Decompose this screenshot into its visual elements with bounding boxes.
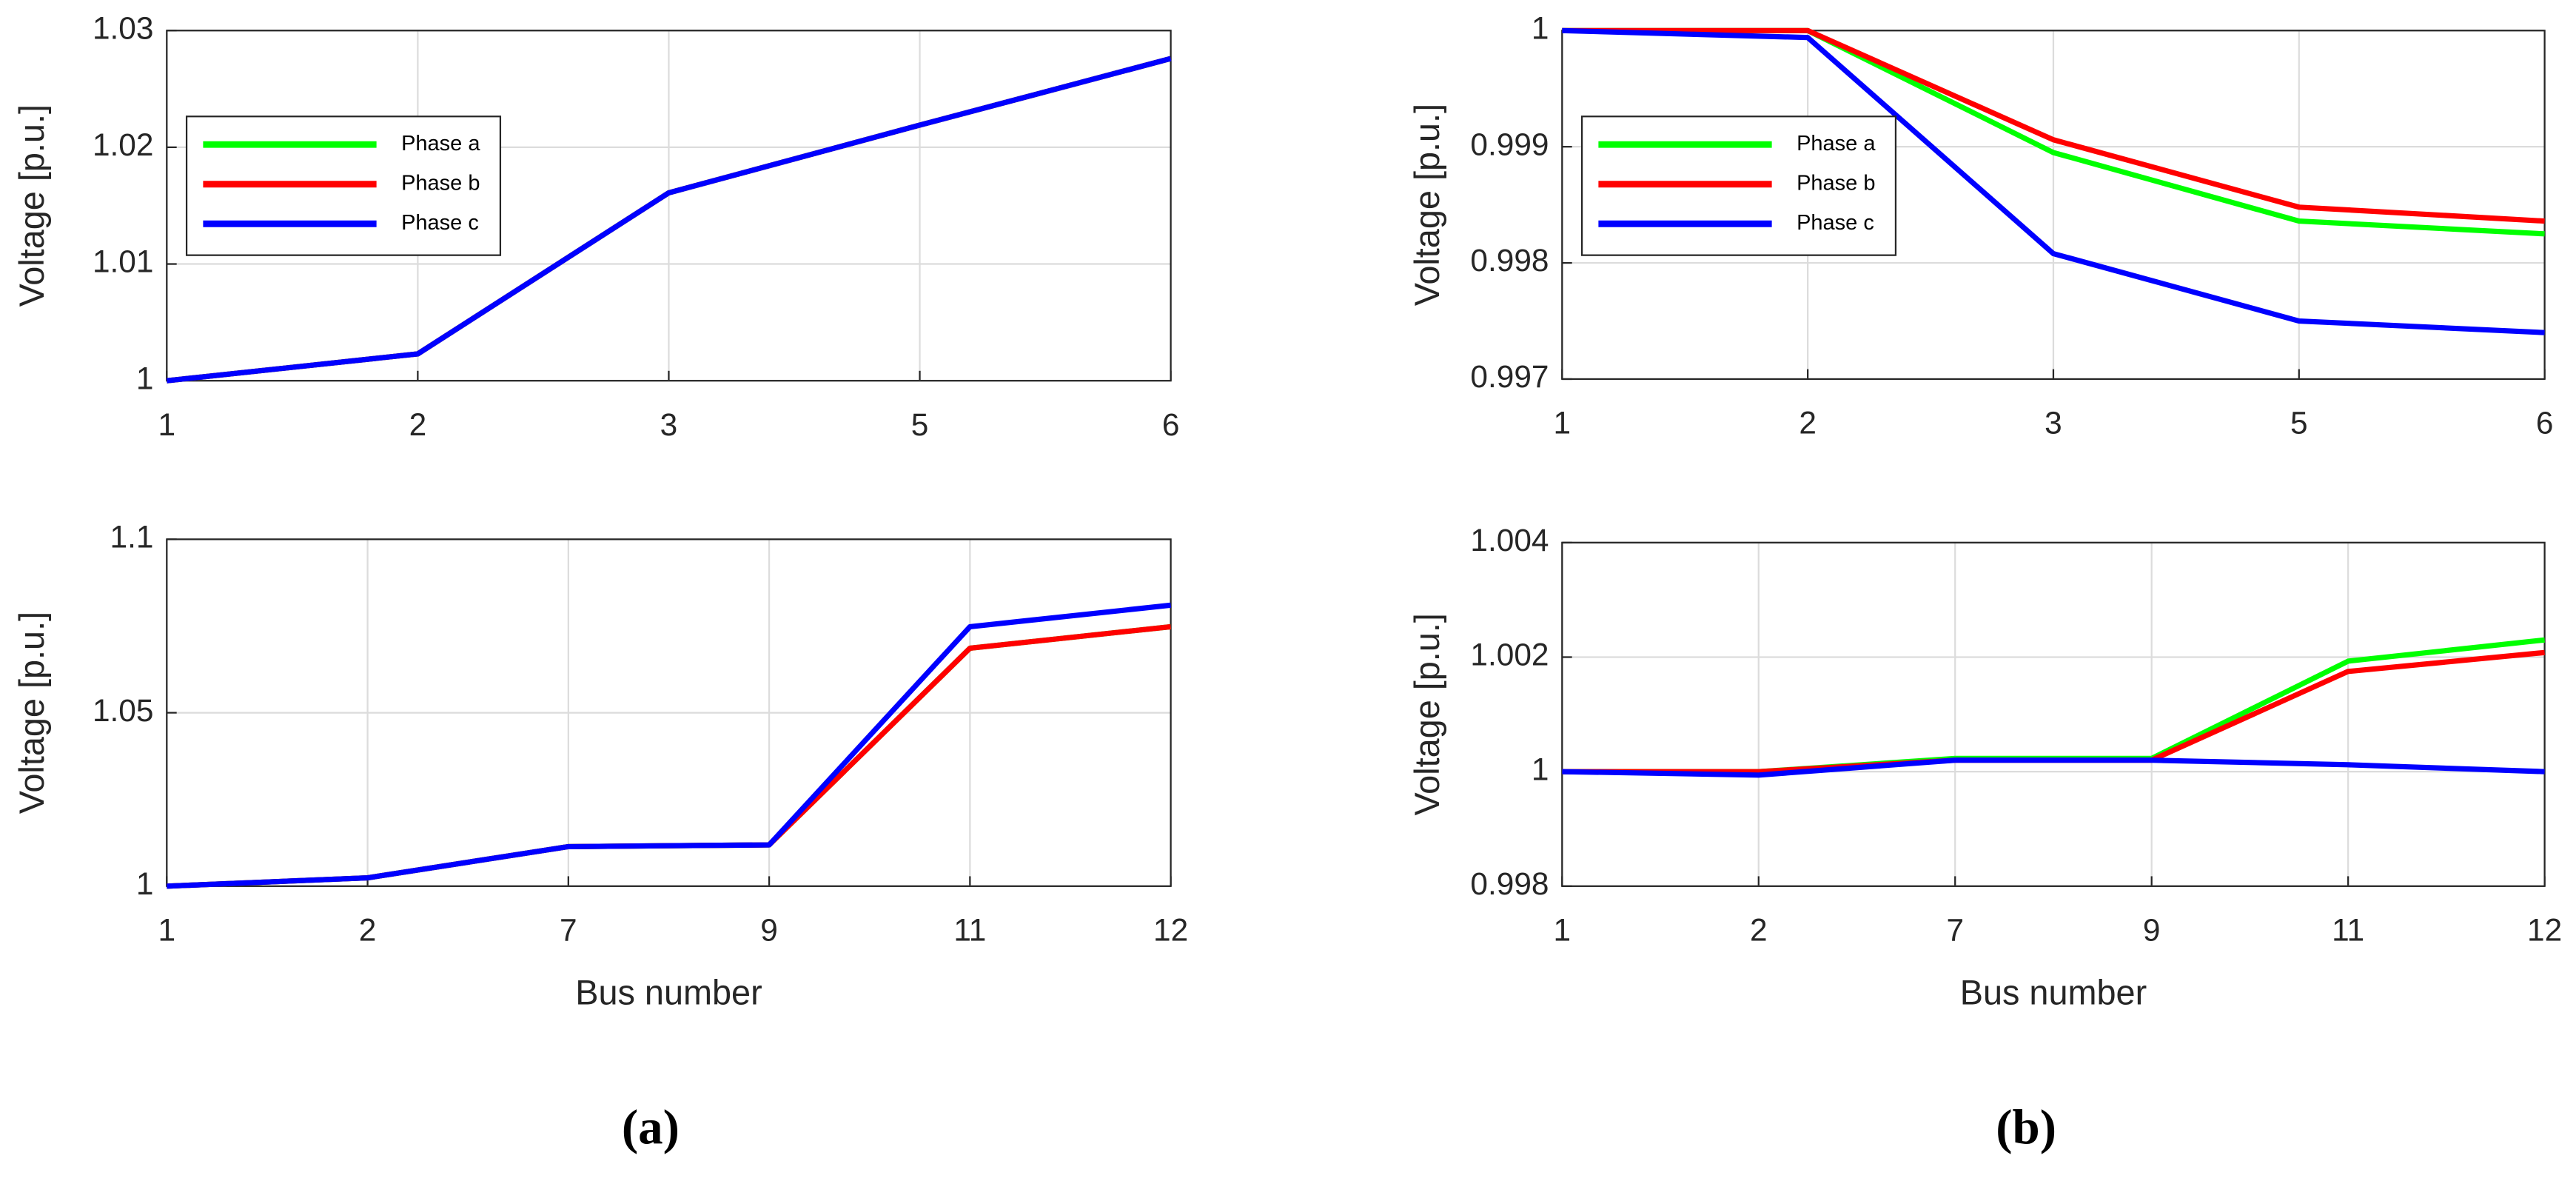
legend-label: Phase a (1797, 132, 1876, 155)
y-tick-label: 1.02 (93, 127, 153, 162)
y-axis-label: Voltage [p.u.] (1408, 104, 1446, 306)
data-line (1562, 27, 2545, 335)
x-axis-label: Bus number (575, 973, 762, 1011)
y-tick-label: 0.998 (1470, 243, 1549, 278)
x-tick-label: 2 (359, 912, 377, 947)
legend-label: Phase b (1797, 171, 1875, 195)
y-axis-label: Voltage [p.u.] (13, 104, 51, 307)
x-tick-label: 6 (1162, 407, 1180, 442)
y-tick-label: 1.05 (93, 693, 153, 728)
x-tick-label: 11 (2332, 912, 2364, 947)
data-line (1562, 27, 2545, 224)
x-tick-label: 2 (1750, 912, 1768, 947)
x-tick-label: 2 (1799, 406, 1817, 441)
x-tick-label: 12 (2527, 912, 2562, 947)
x-axis-label: Bus number (1960, 973, 2147, 1011)
y-tick-label: 1.03 (93, 10, 153, 45)
x-tick-label: 1 (158, 912, 176, 947)
data-line (167, 602, 1171, 889)
panel-label: (a) (622, 1100, 680, 1155)
x-tick-label: 11 (953, 912, 986, 947)
x-tick-label: 7 (560, 912, 577, 947)
plot-area (1562, 542, 2545, 886)
data-line (166, 56, 1172, 384)
x-tick-label: 7 (1946, 912, 1964, 947)
axes-box (1561, 541, 2546, 887)
x-tick-label: 9 (2143, 912, 2161, 947)
x-tick-label: 1 (158, 407, 176, 442)
panel-label: (b) (1996, 1100, 2056, 1155)
x-tick-label: 3 (2045, 406, 2062, 441)
y-axis-label: Voltage [p.u.] (13, 612, 51, 814)
y-tick-label: 1 (1532, 752, 1549, 786)
legend-label: Phase b (401, 171, 480, 195)
y-tick-label: 1 (136, 866, 154, 901)
x-tick-label: 3 (660, 407, 678, 442)
x-tick-label: 1 (1554, 912, 1572, 947)
legend-label: Phase c (401, 211, 479, 235)
x-tick-label: 5 (911, 407, 929, 442)
x-tick-label: 12 (1153, 912, 1188, 947)
x-tick-label: 5 (2290, 406, 2308, 441)
axes-box (166, 30, 1172, 382)
legend-label: Phase c (1797, 211, 1874, 235)
legend-label: Phase a (401, 132, 480, 155)
y-tick-label: 0.998 (1470, 866, 1549, 901)
axes-box (1561, 30, 2546, 381)
axes-box (166, 538, 1172, 887)
y-axis-label: Voltage [p.u.] (1408, 613, 1446, 815)
y-tick-label: 1.002 (1470, 638, 1549, 672)
legend: Phase a Phase b Phase c (1580, 116, 1897, 256)
y-tick-label: 1.01 (93, 244, 153, 279)
x-tick-label: 1 (1554, 406, 1572, 441)
x-tick-label: 2 (409, 407, 427, 442)
y-tick-label: 1.1 (110, 520, 154, 555)
y-tick-label: 0.997 (1470, 359, 1549, 394)
x-tick-label: 6 (2536, 406, 2554, 441)
y-tick-label: 1 (136, 361, 154, 395)
x-tick-label: 9 (760, 912, 778, 947)
y-tick-label: 1 (1532, 10, 1549, 45)
y-tick-label: 1.004 (1470, 523, 1549, 558)
y-tick-label: 0.999 (1470, 127, 1549, 161)
legend: Phase a Phase b Phase c (185, 116, 502, 256)
data-line (1562, 757, 2545, 778)
